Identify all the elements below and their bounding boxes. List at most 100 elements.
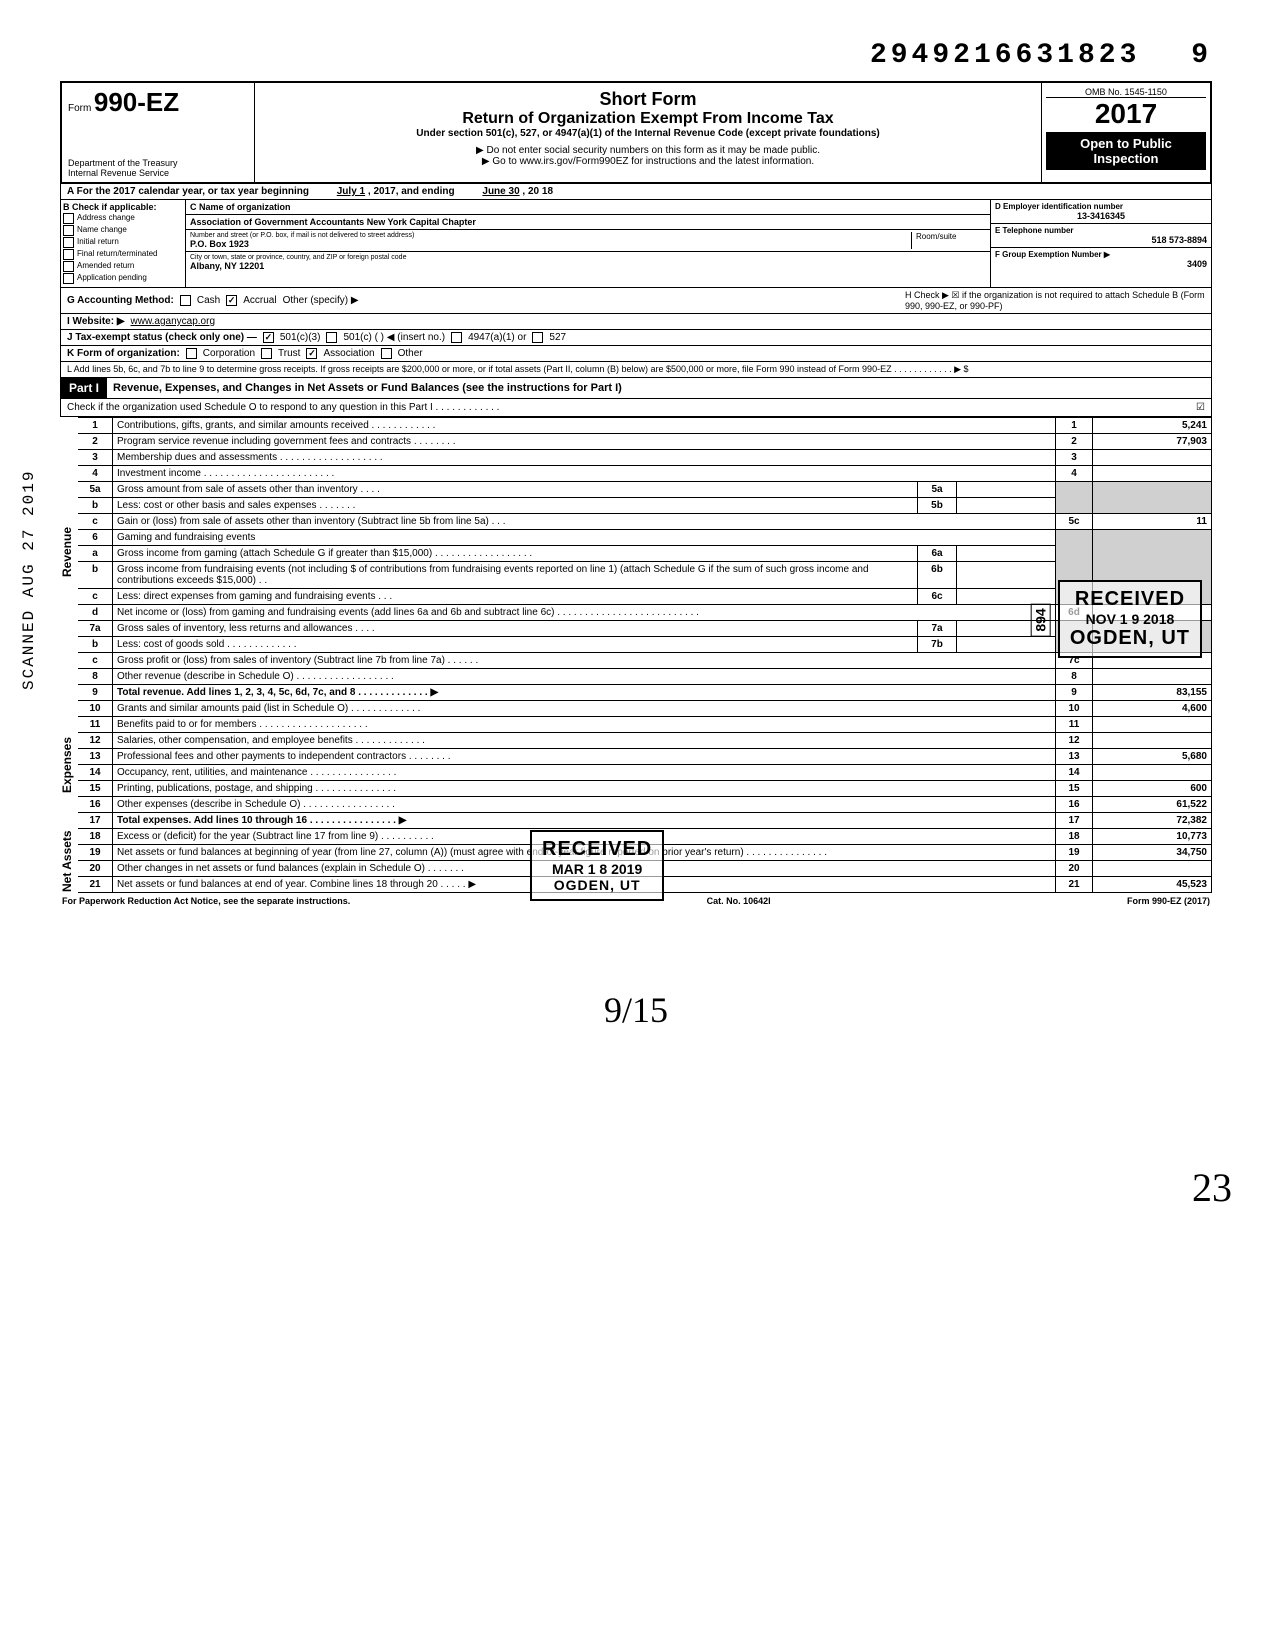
line-13: 13Professional fees and other payments t… — [60, 749, 1212, 765]
g-label: G Accounting Method: — [67, 295, 174, 306]
addr-label: Number and street (or P.O. box, if mail … — [190, 232, 911, 239]
cb-527[interactable] — [532, 332, 543, 343]
ein-row: D Employer identification number 13-3416… — [991, 200, 1211, 224]
stamp2-date: MAR 1 8 2019 — [542, 861, 652, 877]
row-j: J Tax-exempt status (check only one) — 5… — [60, 330, 1212, 346]
dln-trail: 9 — [1191, 40, 1212, 71]
section-bcd: B Check if applicable: Address change Na… — [60, 200, 1212, 288]
tax-year: 2017 — [1046, 98, 1206, 130]
col-b: B Check if applicable: Address change Na… — [61, 200, 186, 287]
public-inspection: Open to Public Inspection — [1046, 132, 1206, 170]
city-value: Albany, NY 12201 — [190, 261, 264, 271]
check-o-box[interactable]: ☑ — [1196, 402, 1205, 413]
line-7c: cGross profit or (loss) from sales of in… — [60, 653, 1212, 669]
side-revenue: Revenue — [60, 418, 78, 685]
form-container: SCANNED AUG 27 2019 2949216631823 9 Form… — [60, 40, 1212, 1031]
form-title: Return of Organization Exempt From Incom… — [265, 110, 1031, 128]
part-1-label: Part I — [61, 378, 107, 398]
cb-initial-return[interactable]: Initial return — [63, 237, 183, 248]
tel-row: E Telephone number 518 573-8894 — [991, 224, 1211, 248]
cb-final-return[interactable]: Final return/terminated — [63, 249, 183, 260]
row-a-mid: , 2017, and ending — [368, 186, 455, 197]
omb-number: OMB No. 1545-1150 — [1046, 87, 1206, 98]
form-prefix: Form — [68, 103, 91, 114]
row-i: I Website: ▶ www.aganycap.org — [60, 314, 1212, 330]
room-suite: Room/suite — [911, 232, 986, 249]
side-expenses: Expenses — [60, 701, 78, 829]
col-c-header: C Name of organization — [186, 200, 990, 215]
side-netassets: Net Assets — [60, 829, 78, 893]
line-15: 15Printing, publications, postage, and s… — [60, 781, 1212, 797]
note-1: ▶ Do not enter social security numbers o… — [265, 145, 1031, 156]
cb-4947[interactable] — [451, 332, 462, 343]
line-5a: 5aGross amount from sale of assets other… — [60, 482, 1212, 498]
row-a-label: A For the 2017 calendar year, or tax yea… — [67, 186, 309, 197]
org-name: Association of Government Accountants Ne… — [186, 215, 990, 230]
h-note: H Check ▶ ☒ if the organization is not r… — [905, 290, 1205, 311]
header-left: Form 990-EZ Department of the Treasury I… — [62, 83, 255, 182]
stamp1-loc: OGDEN, UT — [1070, 627, 1190, 650]
corner-page-number: 23 — [1192, 1164, 1232, 1211]
form-number: 990-EZ — [94, 87, 179, 117]
stamp2-loc: OGDEN, UT — [542, 877, 652, 893]
dept-label: Department of the Treasury — [68, 158, 248, 168]
line-16: 16Other expenses (describe in Schedule O… — [60, 797, 1212, 813]
meta-rows: G Accounting Method: Cash Accrual Other … — [60, 288, 1212, 378]
line-6a: aGross income from gaming (attach Schedu… — [60, 546, 1212, 562]
website-value: www.aganycap.org — [131, 316, 216, 327]
short-form-label: Short Form — [265, 89, 1031, 110]
stamp-894: 894 — [1030, 603, 1050, 636]
row-a-begin: July 1 — [337, 186, 365, 197]
handwritten-initials: 9/15 — [60, 989, 1212, 1031]
col-c: C Name of organization Association of Go… — [186, 200, 990, 287]
cb-application-pending[interactable]: Application pending — [63, 273, 183, 284]
check-o-text: Check if the organization used Schedule … — [67, 402, 499, 413]
part-1-header-row: Part I Revenue, Expenses, and Changes in… — [60, 378, 1212, 399]
header-right: OMB No. 1545-1150 2017 Open to Public In… — [1042, 83, 1210, 182]
addr-row: Number and street (or P.O. box, if mail … — [186, 230, 990, 252]
cb-accrual[interactable] — [226, 295, 237, 306]
grp-label: F Group Exemption Number ▶ — [995, 250, 1207, 259]
footer-mid: Cat. No. 10642I — [707, 896, 771, 906]
line-5c: cGain or (loss) from sale of assets othe… — [60, 514, 1212, 530]
stamp1-date: NOV 1 9 2018 — [1070, 611, 1190, 627]
ein-label: D Employer identification number — [995, 202, 1207, 211]
line-9: 9Total revenue. Add lines 1, 2, 3, 4, 5c… — [60, 685, 1212, 701]
irs-label: Internal Revenue Service — [68, 168, 248, 178]
scanned-stamp-side: SCANNED AUG 27 2019 — [20, 470, 38, 690]
po-box: P.O. Box 1923 — [190, 239, 249, 249]
cb-assoc[interactable] — [306, 348, 317, 359]
line-11: 11Benefits paid to or for members . . . … — [60, 717, 1212, 733]
cb-amended-return[interactable]: Amended return — [63, 261, 183, 272]
stamp1-text: RECEIVED — [1070, 588, 1190, 611]
city-label: City or town, state or province, country… — [190, 254, 986, 261]
footer-left: For Paperwork Reduction Act Notice, see … — [62, 896, 350, 906]
cb-corp[interactable] — [186, 348, 197, 359]
cb-name-change[interactable]: Name change — [63, 225, 183, 236]
form-subtitle: Under section 501(c), 527, or 4947(a)(1)… — [265, 128, 1031, 139]
cb-trust[interactable] — [261, 348, 272, 359]
i-label: I Website: ▶ — [67, 316, 125, 327]
k-label: K Form of organization: — [67, 348, 180, 359]
cb-501c[interactable] — [326, 332, 337, 343]
stamp2-text: RECEIVED — [542, 838, 652, 861]
row-a-tax-year: A For the 2017 calendar year, or tax yea… — [60, 184, 1212, 200]
cb-501c3[interactable] — [263, 332, 274, 343]
cb-address-change[interactable]: Address change — [63, 213, 183, 224]
line-14: 14Occupancy, rent, utilities, and mainte… — [60, 765, 1212, 781]
line-6b: bGross income from fundraising events (n… — [60, 562, 1212, 589]
line-5b: bLess: cost or other basis and sales exp… — [60, 498, 1212, 514]
form-header: Form 990-EZ Department of the Treasury I… — [60, 81, 1212, 184]
grp-row: F Group Exemption Number ▶ 3409 — [991, 248, 1211, 271]
lines-table: Revenue 1 Contributions, gifts, grants, … — [60, 417, 1212, 893]
line-8: 8Other revenue (describe in Schedule O) … — [60, 669, 1212, 685]
dln-main: 2949216631823 — [870, 40, 1140, 71]
line-1: Revenue 1 Contributions, gifts, grants, … — [60, 418, 1212, 434]
dln-number: 2949216631823 9 — [60, 40, 1212, 71]
received-stamp-1: RECEIVED NOV 1 9 2018 OGDEN, UT — [1058, 580, 1202, 658]
line-4: 4Investment income . . . . . . . . . . .… — [60, 466, 1212, 482]
cb-cash[interactable] — [180, 295, 191, 306]
cb-other-org[interactable] — [381, 348, 392, 359]
line-6: 6Gaming and fundraising events — [60, 530, 1212, 546]
line-6c: cLess: direct expenses from gaming and f… — [60, 589, 1212, 605]
